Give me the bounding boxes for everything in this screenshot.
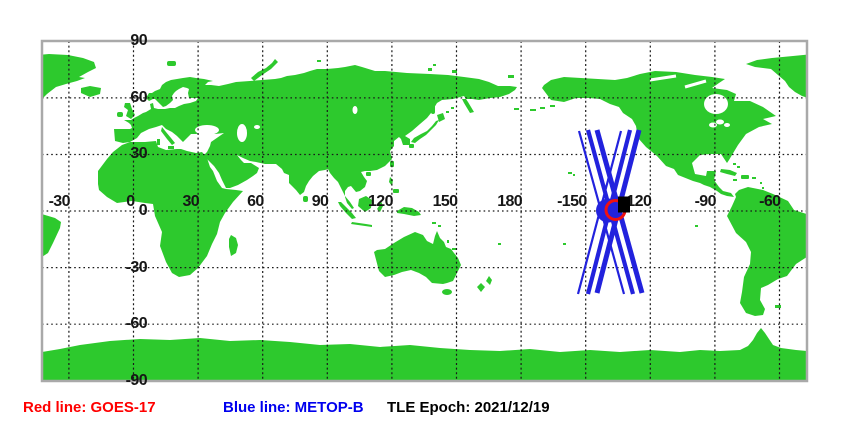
aleutian-island <box>514 108 519 110</box>
arctic-island <box>428 68 432 71</box>
lat-tick-label: 0 <box>138 202 148 219</box>
black-sea <box>195 125 219 135</box>
sri-lanka-island <box>303 196 308 202</box>
lat-tick-label: 60 <box>130 88 147 106</box>
lon-tick-label: 150 <box>432 193 459 210</box>
borneo-island <box>358 196 372 212</box>
wrangel-island <box>508 75 514 78</box>
iceland-island <box>81 86 101 97</box>
kyushu-island <box>409 144 414 148</box>
vanuatu-island <box>447 240 449 243</box>
sakhalin-island <box>431 101 435 114</box>
hokkaido-island <box>437 113 445 122</box>
cuba-island <box>720 169 737 176</box>
antarctica-landmass <box>42 328 807 380</box>
parallel-lines <box>42 97 807 325</box>
taiwan-island <box>390 161 394 167</box>
hawaii-island <box>568 172 572 174</box>
aleutian-island <box>540 107 545 109</box>
antilles-island <box>760 182 762 184</box>
arctic-island <box>317 60 321 62</box>
lat-tick-label: -30 <box>125 258 148 276</box>
lat-tick-label: -90 <box>125 371 148 389</box>
lon-tick-label: 0 <box>126 193 135 210</box>
aleutian-island <box>550 105 555 107</box>
puerto-rico-island <box>752 177 756 179</box>
africa-landmass <box>98 141 243 277</box>
aral-sea <box>254 125 260 129</box>
pacific-island <box>563 243 566 245</box>
antilles-island <box>762 187 764 189</box>
solomon-island <box>438 225 441 227</box>
graticule-grid <box>42 41 807 381</box>
jamaica-island <box>733 179 737 181</box>
hawaii-island <box>573 174 575 176</box>
great-britain-island <box>124 103 135 119</box>
hudson-bay <box>704 94 728 114</box>
falkland-island <box>775 305 781 308</box>
japan-islands <box>411 120 439 143</box>
new-zealand-south-island <box>477 283 485 292</box>
kuril-island <box>451 107 454 109</box>
lake-baikal <box>352 106 358 114</box>
java-island <box>351 222 372 227</box>
lon-tick-label: -120 <box>621 193 652 210</box>
mindanao-island <box>393 189 399 193</box>
ireland-island <box>117 112 123 117</box>
lon-tick-label: 90 <box>311 193 329 210</box>
lon-tick-label: 60 <box>247 193 264 210</box>
lat-tick-label: -60 <box>125 315 148 333</box>
arctic-island <box>452 70 457 73</box>
aleutian-island <box>530 109 536 111</box>
lon-tick-label: -90 <box>694 193 717 210</box>
lon-tick-label: -150 <box>557 193 587 210</box>
great-lake <box>724 123 730 127</box>
sulawesi-island <box>377 201 383 212</box>
bahamas-island <box>737 166 740 168</box>
lon-tick-label: 30 <box>182 193 200 210</box>
lon-tick-label: -60 <box>759 193 781 210</box>
great-lake <box>716 119 724 125</box>
caspian-sea <box>237 124 247 142</box>
hainan-island <box>366 172 371 176</box>
lon-tick-label: 120 <box>367 193 394 210</box>
bahamas-island <box>733 163 736 165</box>
legend: Red line: GOES-17 Blue line: METOP-B TLE… <box>0 399 850 421</box>
svalbard-island <box>167 61 176 66</box>
sardinia-island <box>157 139 160 145</box>
great-lake <box>709 122 717 128</box>
fiji-island <box>498 243 501 245</box>
lon-tick-label: -30 <box>48 193 71 210</box>
inland-seas <box>195 94 730 142</box>
solomon-island <box>432 222 436 224</box>
lat-tick-label: 90 <box>130 32 147 50</box>
italy-landmass <box>161 127 175 145</box>
world-landmass <box>42 54 807 380</box>
novaya-zemlya-island <box>251 59 278 81</box>
new-guinea-island <box>397 207 421 216</box>
lon-tick-label: 180 <box>497 193 523 210</box>
sicily-island <box>168 146 174 149</box>
map-border <box>40 39 809 383</box>
madagascar-island <box>229 235 238 256</box>
australia-landmass <box>374 231 461 284</box>
galapagos-island <box>695 225 698 227</box>
new-zealand-north-island <box>486 276 492 285</box>
arctic-channels <box>649 74 758 92</box>
legend-blue-line-label: Blue line: METOP-B <box>223 399 364 416</box>
legend-red-line-label: Red line: GOES-17 <box>23 399 156 416</box>
lat-tick-label: 30 <box>130 145 147 163</box>
eurasia-landmass <box>114 65 517 209</box>
hispaniola-island <box>741 175 749 179</box>
legend-tle-epoch-label: TLE Epoch: 2021/12/19 <box>387 399 550 416</box>
tasmania-island <box>442 289 452 295</box>
new-caledonia-island <box>452 248 456 250</box>
kuril-island <box>446 111 449 113</box>
arctic-island <box>433 64 436 66</box>
